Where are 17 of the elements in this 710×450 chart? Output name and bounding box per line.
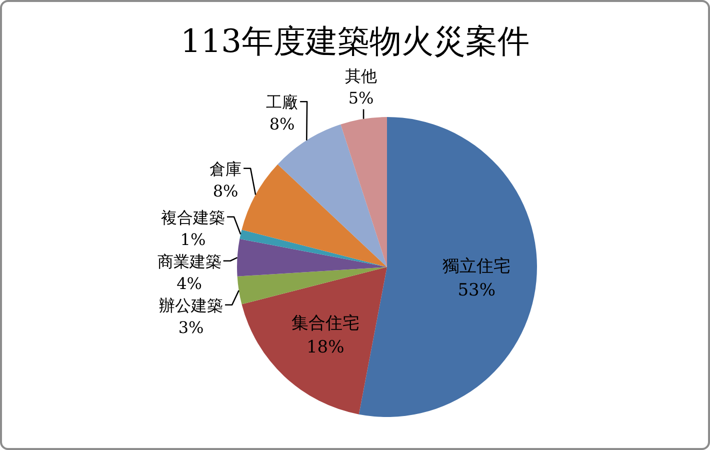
slice-label: 獨立住宅 <box>442 256 511 276</box>
data-label: 4% <box>176 274 202 293</box>
data-label: 1% <box>180 230 206 249</box>
slice-label: 工廠 <box>266 92 298 112</box>
slice-label: 商業建築 <box>157 252 222 271</box>
title: 113年度建築物火災案件 <box>180 22 530 60</box>
slice-label: 集合住宅 <box>291 314 360 334</box>
data-label: 53% <box>458 280 496 300</box>
data-label: 8% <box>269 114 295 134</box>
slice-label: 辦公建築 <box>159 296 224 315</box>
data-label: 5% <box>348 88 374 108</box>
data-label: 8% <box>212 181 238 200</box>
slice-label: 其他 <box>345 66 378 86</box>
slice-label: 複合建築 <box>161 208 225 227</box>
data-label: 18% <box>306 338 344 358</box>
data-label: 3% <box>178 318 204 337</box>
slice-label: 倉庫 <box>210 159 242 178</box>
